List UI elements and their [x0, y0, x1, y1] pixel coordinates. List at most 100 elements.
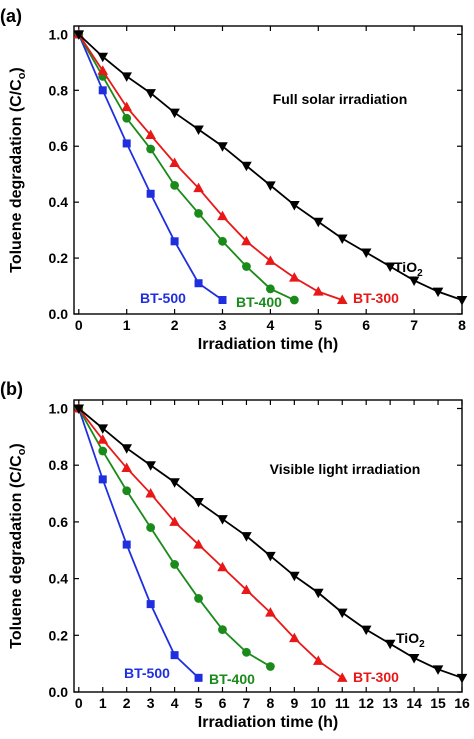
series-line	[78, 33, 295, 301]
series-bt-500	[74, 404, 203, 682]
data-point-triangle-down	[217, 515, 228, 525]
data-point-circle	[289, 295, 299, 305]
series-bt-300	[73, 403, 348, 682]
data-point-triangle-down	[121, 444, 132, 454]
x-tick-label: 11	[335, 695, 350, 711]
series-label: BT-400	[209, 671, 255, 687]
data-point-square	[170, 651, 179, 660]
data-point-triangle-up	[145, 129, 156, 140]
data-point-square	[98, 86, 107, 95]
series-label: BT-500	[124, 665, 170, 681]
y-axis-label-sub: o	[16, 72, 28, 79]
condition-annotation: Visible light irradiation	[270, 461, 421, 477]
plot-frame	[73, 399, 463, 693]
data-point-triangle-down	[456, 673, 468, 684]
series-line	[77, 408, 200, 679]
data-point-triangle-up	[312, 655, 324, 665]
data-point-circle	[265, 662, 275, 671]
data-point-circle	[98, 446, 108, 456]
y-tick-label: 0.6	[49, 514, 69, 530]
x-tick-label: 9	[290, 695, 298, 711]
data-point-circle	[122, 113, 132, 123]
x-tick-label: 0	[75, 695, 83, 711]
data-point-circle	[122, 486, 132, 496]
x-tick-label: 4	[266, 317, 274, 333]
data-point-triangle-up	[336, 294, 348, 305]
data-point-triangle-up	[217, 210, 228, 221]
data-point-triangle-down	[360, 625, 372, 636]
data-point-triangle-up	[169, 157, 180, 168]
data-point-square	[146, 600, 155, 609]
data-point-triangle-down	[97, 52, 109, 63]
series-label: BT-400	[236, 294, 282, 310]
x-tick-label: 10	[311, 695, 327, 711]
x-tick-label: 16	[454, 695, 470, 711]
x-tick-label: 2	[123, 695, 131, 711]
series-tio2	[73, 404, 468, 684]
x-tick-label: 1	[123, 317, 131, 333]
data-point-triangle-up	[169, 516, 180, 526]
data-point-triangle-down	[73, 30, 85, 40]
data-point-circle	[194, 208, 203, 218]
x-tick-label: 7	[410, 317, 418, 333]
data-point-triangle-up	[217, 561, 228, 572]
data-point-triangle-down	[384, 639, 396, 650]
y-axis-label-main: Toluene degradation (C/C	[8, 79, 25, 273]
data-point-triangle-down	[289, 200, 300, 211]
data-point-triangle-down	[408, 276, 420, 286]
data-point-circle	[194, 594, 203, 603]
data-point-triangle-down	[121, 72, 132, 82]
y-tick-label: 0.4	[49, 194, 69, 210]
x-tick-label: 8	[266, 695, 274, 711]
data-point-triangle-down	[384, 262, 396, 272]
x-tick-label: 6	[219, 695, 227, 711]
data-point-triangle-down	[336, 234, 348, 245]
data-point-circle	[242, 647, 251, 657]
series-line	[78, 407, 343, 679]
condition-annotation: Full solar irradiation	[273, 91, 408, 107]
data-point-triangle-down	[432, 287, 444, 298]
series-label: BT-300	[353, 669, 399, 685]
x-tick-label: 3	[147, 695, 155, 711]
series-label: BT-500	[140, 290, 186, 306]
y-axis-label: Toluene degradation (C/Co)	[8, 443, 28, 649]
data-point-circle	[146, 144, 156, 154]
panel-b: 0 1 2 3 4 5 6 7 8 9 10 11 12 13 14 15 160.00.20.40.60.81…	[0, 379, 470, 731]
panel-a: 0 1 2 3 4 5 6 7 8 0.0 0.2 0.4 0.6 0.8 1.0 Irradiation t…	[0, 6, 468, 353]
y-axis-label-close: )	[8, 67, 25, 72]
x-tick-label: 13	[382, 695, 398, 711]
data-point-triangle-down	[312, 588, 324, 599]
data-point-triangle-up	[289, 632, 300, 643]
data-point-triangle-down	[336, 608, 348, 619]
data-point-triangle-down	[169, 478, 180, 488]
data-point-triangle-down	[193, 498, 204, 508]
series-line	[78, 33, 343, 301]
data-point-triangle-up	[193, 539, 204, 549]
series-bt-400	[74, 404, 275, 671]
data-point-triangle-up	[121, 101, 132, 112]
y-tick-label: 0.2	[49, 250, 69, 266]
data-point-square	[122, 540, 131, 549]
y-tick-label: 1.0	[49, 26, 69, 42]
x-axis-label: Irradiation time (h)	[198, 336, 338, 353]
x-tick-label: 5	[195, 695, 203, 711]
plot-frame	[73, 25, 463, 315]
data-point-triangle-up	[97, 434, 109, 444]
x-tick-label: 14	[406, 695, 422, 711]
data-point-triangle-down	[169, 108, 180, 119]
data-point-triangle-up	[241, 235, 252, 246]
data-point-triangle-down	[408, 653, 420, 664]
series-bt-400	[74, 29, 299, 305]
x-tick-label: 7	[243, 695, 251, 711]
panel-label: (a)	[0, 6, 22, 26]
y-tick-label: 0.4	[49, 571, 69, 587]
data-point-triangle-down	[241, 161, 252, 172]
x-tick-label: 2	[171, 317, 179, 333]
y-tick-label: 0.0	[49, 306, 69, 322]
x-tick-label: 0	[75, 317, 83, 333]
data-point-circle	[218, 236, 227, 246]
series-label-main: TiO	[394, 259, 417, 275]
data-point-triangle-down	[312, 217, 324, 228]
data-point-square	[98, 475, 107, 484]
